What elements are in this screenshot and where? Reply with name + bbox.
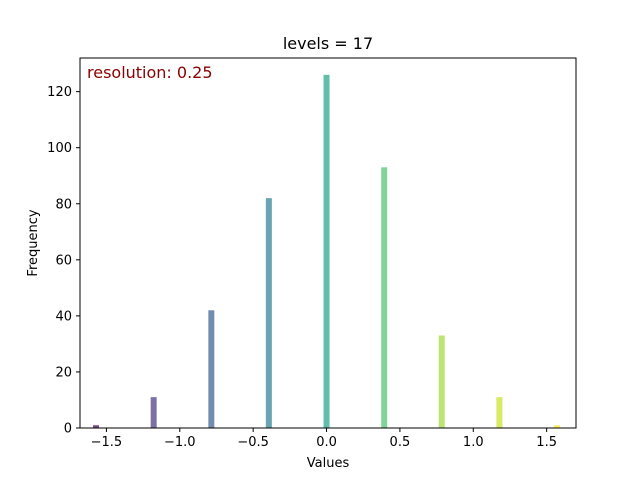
x-tick-label: 0.0: [316, 435, 337, 450]
plot-frame: [79, 57, 577, 429]
histogram-bar: [381, 167, 388, 428]
y-tick-label: 60: [55, 253, 72, 268]
histogram-bar: [438, 335, 445, 428]
y-tick-label: 0: [64, 422, 72, 437]
histogram-bar: [496, 397, 503, 428]
x-tick-label: −1.5: [91, 435, 123, 450]
y-tick-label: 100: [47, 141, 72, 156]
resolution-annotation: resolution: 0.25: [87, 63, 213, 82]
histogram-bar: [554, 425, 561, 428]
y-tick-label: 120: [47, 85, 72, 100]
histogram-bar: [323, 74, 330, 429]
x-axis-ticks: −1.5 −1.0 −0.5 0.0 0.5 1.0 1.5: [91, 428, 557, 450]
chart-title: levels = 17: [283, 34, 373, 53]
y-tick-label: 80: [55, 197, 72, 212]
histogram-bar: [150, 397, 157, 428]
x-tick-label: 1.0: [463, 435, 484, 450]
x-tick-label: −0.5: [237, 435, 269, 450]
histogram-bar: [208, 310, 215, 428]
bars-group: [92, 74, 561, 429]
x-tick-label: −1.0: [164, 435, 196, 450]
x-tick-label: 1.5: [536, 435, 557, 450]
y-axis-ticks: 0 20 40 60 80 100 120: [47, 85, 80, 437]
x-axis-label: Values: [307, 456, 350, 471]
y-tick-label: 20: [55, 365, 72, 380]
histogram-bar: [92, 425, 99, 428]
y-tick-label: 40: [55, 309, 72, 324]
histogram-bar: [265, 198, 272, 428]
x-tick-label: 0.5: [390, 435, 411, 450]
y-axis-label: Frequency: [26, 209, 41, 276]
